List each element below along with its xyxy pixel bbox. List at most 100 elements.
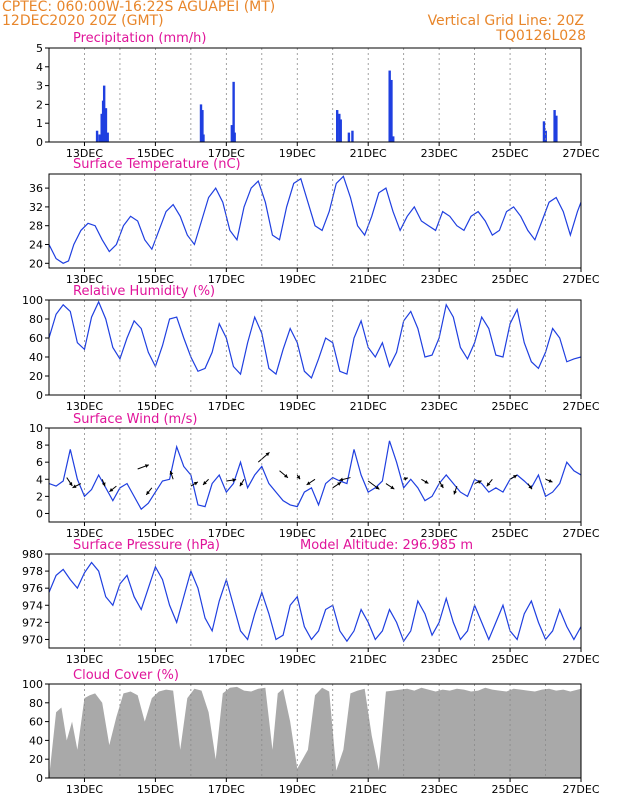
x-tick-label: 21DEC (350, 273, 387, 286)
header-vertical-grid: Vertical Grid Line: 20Z (427, 13, 584, 29)
x-tick-label: 27DEC (562, 527, 599, 540)
y-tick-label: 972 (22, 616, 43, 629)
wind-arrow-head (390, 485, 395, 490)
panel-title: Surface Temperature (nC) (73, 157, 241, 172)
precip-bar (347, 132, 351, 142)
wind-arrow-head (101, 482, 106, 487)
wind-arrow-head (109, 488, 114, 492)
x-tick-label: 21DEC (350, 783, 387, 796)
x-tick-label: 23DEC (421, 653, 458, 666)
y-tick-label: 2 (36, 98, 43, 111)
y-tick-label: 980 (22, 548, 43, 561)
precip-bar (232, 81, 235, 142)
precip-bar (339, 119, 342, 142)
y-tick-label: 5 (36, 42, 43, 55)
x-tick-label: 19DEC (279, 527, 316, 540)
y-tick-label: 100 (22, 294, 43, 307)
panel-3: 0 2 4 6 8 10 13DEC 15DEC 17DEC 19DEC 21DEC 23DEC 25D… (29, 412, 600, 540)
x-tick-label: 25DEC (492, 273, 529, 286)
wind-arrow-head (296, 475, 301, 480)
wind-arrow-head (232, 478, 237, 482)
panel-title: Surface Pressure (hPa) (73, 538, 220, 553)
cloud-cover-area (49, 686, 581, 778)
panel-title: Cloud Cover (%) (73, 668, 179, 683)
x-tick-label: 13DEC (66, 653, 103, 666)
precip-bar (555, 115, 558, 142)
x-tick-label: 17DEC (208, 400, 245, 413)
precip-bar (106, 132, 109, 142)
model-altitude-annotation: Model Altitude: 296.985 m (300, 538, 473, 553)
y-tick-label: 40 (29, 351, 43, 364)
x-tick-label: 25DEC (492, 653, 529, 666)
wind-arrow-head (284, 474, 288, 478)
x-tick-label: 19DEC (279, 273, 316, 286)
x-tick-label: 23DEC (421, 147, 458, 160)
y-tick-label: 20 (29, 257, 43, 270)
x-tick-label: 23DEC (421, 783, 458, 796)
precip-bar (199, 104, 203, 142)
x-tick-label: 21DEC (350, 527, 387, 540)
x-tick-label: 17DEC (208, 273, 245, 286)
precip-bar (351, 130, 354, 142)
y-tick-label: 4 (36, 61, 43, 74)
panel-frame (48, 299, 582, 396)
precip-bar (553, 110, 556, 142)
panel-5: 0 20 40 60 80 100 13DEC 15DEC 17DEC 19DEC 21DEC 23D… (22, 668, 600, 796)
precip-bar (201, 110, 204, 142)
y-tick-label: 6 (36, 456, 43, 469)
x-tick-label: 17DEC (208, 147, 245, 160)
wind-arrow-head (72, 484, 77, 488)
x-tick-label: 13DEC (66, 400, 103, 413)
wind-arrow-head (477, 480, 482, 484)
wind-arrow-head (513, 475, 518, 479)
panel-title: Relative Humidity (%) (73, 284, 215, 299)
panel-frame (48, 683, 582, 779)
precip-bar (390, 79, 393, 142)
panel-frame (48, 427, 582, 523)
y-tick-label: 60 (29, 716, 43, 729)
wind-arrow-head (375, 485, 380, 490)
precip-bar (104, 108, 108, 142)
x-tick-label: 19DEC (279, 147, 316, 160)
precip-bar (230, 125, 234, 142)
precip-bar (100, 113, 103, 142)
y-tick-label: 36 (29, 182, 43, 195)
precip-bar (335, 110, 339, 142)
header-datetime: 12DEC2020 20Z (GMT) (2, 13, 164, 29)
wind-arrow-head (144, 464, 149, 468)
x-tick-label: 23DEC (421, 527, 458, 540)
x-tick-label: 21DEC (350, 147, 387, 160)
x-tick-label: 27DEC (562, 273, 599, 286)
x-tick-label: 21DEC (350, 400, 387, 413)
panel-0: 0 1 2 3 4 5 13DEC 15DEC 17DEC 19DEC 21DEC 23DEC 25DE… (36, 31, 600, 160)
wind-arrow-head (146, 490, 150, 495)
wind-arrow-head (486, 482, 491, 487)
y-tick-label: 3 (36, 80, 43, 93)
wind-arrow-head (548, 478, 553, 483)
x-tick-label: 23DEC (421, 400, 458, 413)
x-tick-label: 21DEC (350, 653, 387, 666)
x-tick-label: 13DEC (66, 783, 103, 796)
precip-bar (102, 85, 106, 142)
panel-1: 20 24 28 32 36 13DEC 15DEC 17DEC 19DEC 21DEC 23DEC… (29, 157, 600, 286)
y-tick-label: 0 (36, 507, 43, 520)
y-tick-label: 32 (29, 201, 43, 214)
series-line (49, 561, 581, 643)
precip-bar (95, 130, 99, 142)
series-line (49, 440, 581, 511)
x-tick-label: 15DEC (137, 783, 174, 796)
wind-arrow-head (169, 470, 174, 475)
y-tick-label: 0 (36, 772, 43, 785)
header-run-id: TQ0126L028 (496, 28, 586, 44)
x-tick-label: 27DEC (562, 147, 599, 160)
x-tick-label: 25DEC (492, 400, 529, 413)
wind-arrow-head (453, 490, 457, 495)
y-tick-label: 0 (36, 389, 43, 402)
y-tick-label: 10 (29, 422, 43, 435)
x-tick-label: 15DEC (137, 527, 174, 540)
y-tick-label: 978 (22, 565, 43, 578)
x-tick-label: 25DEC (492, 147, 529, 160)
precip-bar (392, 136, 395, 142)
x-tick-label: 19DEC (279, 783, 316, 796)
